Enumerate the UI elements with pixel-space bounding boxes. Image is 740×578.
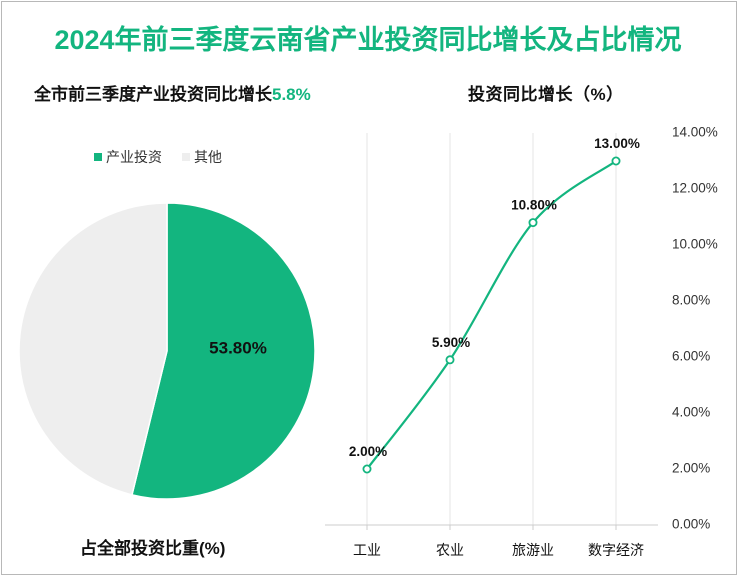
y-tick-label-1: 2.00% xyxy=(672,461,710,476)
legend-item-industry: 产业投资 xyxy=(94,147,162,167)
y-tick-label-0: 0.00% xyxy=(672,517,710,532)
data-point-3 xyxy=(611,156,621,166)
legend-swatch-industry xyxy=(94,153,102,161)
x-tick-label-2: 旅游业 xyxy=(512,542,554,558)
legend-item-other: 其他 xyxy=(182,147,222,167)
legend-swatch-other xyxy=(182,153,190,161)
pie-slice-0 xyxy=(131,202,316,500)
pie-slice-1 xyxy=(18,202,168,496)
data-point-0 xyxy=(362,464,372,474)
y-tick-label-4: 8.00% xyxy=(672,293,710,308)
x-tick-label-1: 农业 xyxy=(436,542,464,558)
data-label-1: 5.90% xyxy=(432,335,470,350)
pie-subtitle-text: 全市前三季度产业投资同比增长 xyxy=(34,85,272,104)
page-title: 2024年前三季度云南省产业投资同比增长及占比情况 xyxy=(54,25,682,55)
y-tick-label-5: 10.00% xyxy=(672,237,718,252)
legend-label-industry: 产业投资 xyxy=(106,149,162,165)
legend-label-other: 其他 xyxy=(194,149,222,165)
series-line xyxy=(366,160,617,470)
y-tick-label-3: 6.00% xyxy=(672,349,710,364)
data-label-3: 13.00% xyxy=(594,136,640,151)
y-tick-label-2: 4.00% xyxy=(672,405,710,420)
data-label-2: 10.80% xyxy=(511,198,557,213)
data-point-2 xyxy=(528,218,538,228)
y-tick-label-7: 14.00% xyxy=(672,125,718,140)
y-tick-label-6: 12.00% xyxy=(672,181,718,196)
pie-legend: 产业投资 其他 xyxy=(94,148,242,166)
pie-subtitle: 全市前三季度产业投资同比增长5.8% xyxy=(34,80,311,105)
line-chart-title: 投资同比增长（%） xyxy=(468,85,624,104)
x-tick-label-0: 工业 xyxy=(353,542,381,558)
pie-caption: 占全部投资比重(%) xyxy=(80,539,226,558)
data-point-1 xyxy=(445,355,455,365)
data-label-0: 2.00% xyxy=(349,444,387,459)
x-tick-label-3: 数字经济 xyxy=(588,542,644,558)
pie-slice-label-0: 53.80% xyxy=(209,338,267,357)
pie-subtitle-value: 5.8% xyxy=(272,85,311,104)
